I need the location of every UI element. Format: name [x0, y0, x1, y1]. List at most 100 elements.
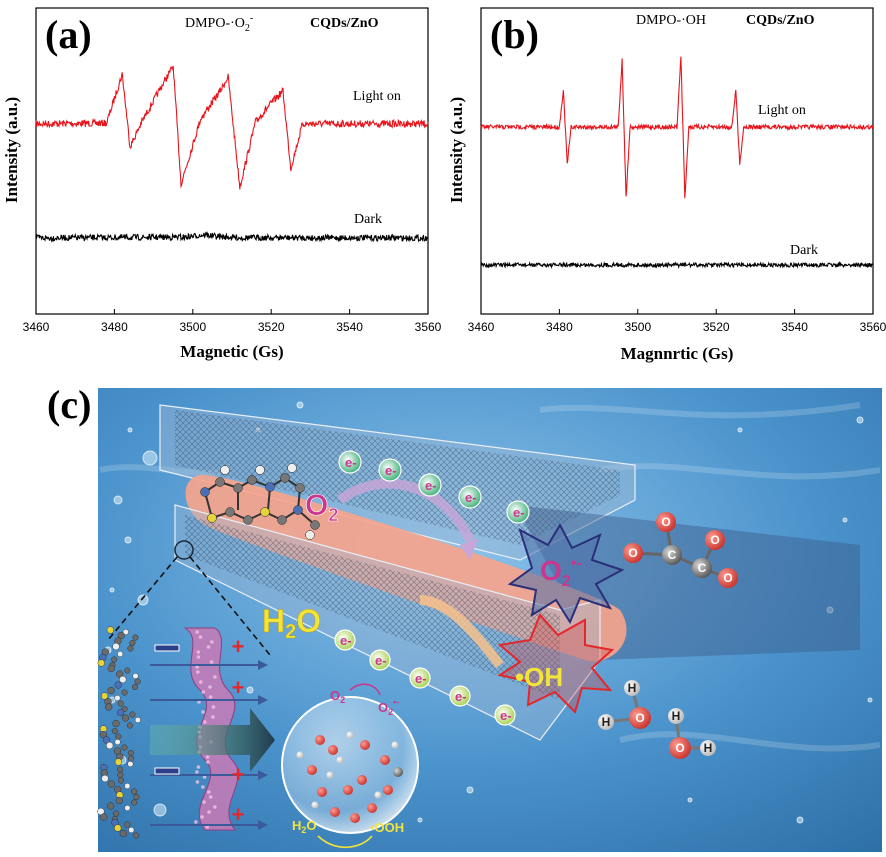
superoxide-burst — [507, 522, 625, 625]
chain-atom — [106, 741, 114, 750]
chain-atom — [124, 783, 131, 790]
panel-b-curves — [480, 56, 874, 270]
chain-atom — [133, 832, 140, 839]
x-tick-label: 3480 — [546, 320, 573, 334]
svg-text:H: H — [602, 715, 611, 729]
cqd-atom — [225, 507, 235, 517]
electron-lower: e- — [449, 685, 471, 707]
oxygen-atom: O — [718, 568, 738, 588]
bubble-ooh-label: •OOH — [370, 820, 404, 835]
water-bubble — [137, 594, 149, 606]
hydrogen-atom — [296, 751, 304, 759]
membrane-dot — [195, 780, 200, 784]
x-tick-label: 3540 — [336, 320, 363, 334]
membrane-dot — [206, 790, 211, 794]
electron-lower: e- — [494, 704, 516, 726]
membrane-dot — [198, 680, 203, 684]
cqd-atom — [287, 463, 297, 473]
water-bubble — [417, 817, 423, 823]
chain-atom — [114, 758, 123, 766]
cqd-atom — [247, 475, 257, 485]
chain-atom — [127, 761, 134, 768]
membrane-dot — [196, 765, 201, 769]
chain-atom — [131, 788, 138, 795]
bubble-o2-arrow — [349, 683, 381, 696]
dark-series-line — [35, 230, 429, 243]
hydrogen-atom: H — [624, 680, 640, 696]
water-bubble — [142, 450, 158, 466]
chain-atom — [107, 686, 115, 695]
membrane-dot — [206, 645, 211, 649]
panel-b-letter: (b) — [490, 12, 539, 57]
oxygen-atom — [360, 740, 370, 750]
svg-text:O: O — [661, 515, 670, 529]
chain-atom — [124, 805, 131, 812]
x-tick-label: 3560 — [860, 320, 886, 334]
chain-atom — [127, 750, 134, 757]
chain-atom — [112, 642, 120, 651]
hydrogen-atom — [336, 756, 344, 764]
panel-b-light-on-label: Light on — [758, 103, 806, 118]
electron-lower: e- — [369, 649, 391, 671]
chain-atom — [119, 829, 127, 838]
svg-text:e-: e- — [455, 689, 467, 704]
svg-text:e-: e- — [375, 653, 387, 668]
chain-atom — [117, 766, 124, 773]
water-bubble — [296, 401, 304, 409]
membrane-dot — [201, 785, 205, 789]
transfer-arrow — [150, 708, 275, 772]
oxygen-atom: O — [629, 707, 651, 729]
chain-atom — [124, 821, 131, 828]
chain-atom — [101, 774, 109, 783]
water-bubble — [687, 797, 693, 803]
zoom-line-left — [107, 556, 178, 641]
zoom-circle — [174, 540, 194, 560]
membrane-dot — [202, 800, 206, 804]
water-bubble — [826, 606, 834, 614]
chain-atom — [121, 744, 128, 751]
oxygen-atom — [367, 803, 377, 813]
panel-a-probe-label: DMPO-·O2- — [185, 13, 253, 34]
chain-atom — [105, 703, 113, 711]
membrane-dot — [198, 635, 203, 639]
svg-text:e-: e- — [465, 490, 477, 505]
membrane-dot — [196, 655, 201, 659]
panel-b-y-axis-title: Intensity (a.u.) — [447, 97, 466, 203]
oxygen-atom — [350, 813, 360, 823]
oxygen-atom — [317, 787, 327, 797]
chain-atom — [102, 736, 111, 744]
hydrogen-atom: H — [668, 708, 684, 724]
membrane-dot — [208, 695, 213, 699]
cqd-atom — [305, 530, 315, 540]
chain-atom — [97, 659, 105, 667]
svg-text:O: O — [675, 741, 684, 755]
membrane-dot — [197, 700, 201, 704]
chain-atom — [114, 739, 121, 746]
chain-atom — [111, 656, 118, 663]
chain-atom — [132, 673, 139, 680]
membrane-dot — [195, 665, 199, 669]
cqd-atom — [215, 477, 225, 487]
cqd-atom — [200, 487, 210, 497]
electron-upper: e- — [378, 458, 402, 482]
chain-atom — [129, 640, 136, 647]
svg-text:e-: e- — [340, 633, 352, 648]
charge-arrows: + + + + — [150, 634, 268, 830]
bubble-molecules — [296, 731, 403, 823]
chain-atom — [107, 780, 115, 788]
svg-text:C: C — [668, 548, 677, 562]
oxygen-atom — [343, 785, 353, 795]
hydrogen-atom: H — [598, 714, 614, 730]
oxygen-atom — [380, 755, 390, 765]
membrane-dot — [212, 805, 217, 809]
lower-mesh — [185, 515, 560, 700]
electron-upper: e- — [506, 500, 530, 524]
minus-icon — [154, 644, 180, 652]
chain-atom — [97, 807, 105, 816]
panel-a-sample-label: CQDs/ZnO — [310, 16, 379, 31]
carbon-atom — [393, 767, 403, 777]
cqd-atom — [255, 465, 265, 475]
field-arrow-head-icon — [258, 695, 268, 705]
panel-a: (a) DMPO-·O2- CQDs/ZnO 3460 3480 3500 3520 3… — [2, 7, 442, 361]
